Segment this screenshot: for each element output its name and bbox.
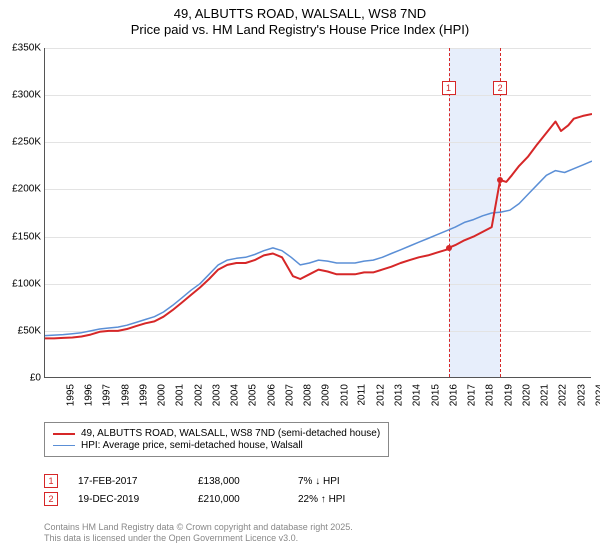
sale-point bbox=[446, 245, 452, 251]
annotation-delta: 22% ↑ HPI bbox=[298, 494, 398, 505]
x-tick-label: 2020 bbox=[521, 384, 532, 406]
footer-attribution: Contains HM Land Registry data © Crown c… bbox=[44, 522, 353, 545]
legend-item: HPI: Average price, semi-detached house,… bbox=[53, 440, 380, 451]
x-tick-label: 2002 bbox=[193, 384, 204, 406]
title-line2: Price paid vs. HM Land Registry's House … bbox=[0, 22, 600, 37]
x-tick-label: 2013 bbox=[393, 384, 404, 406]
annotation-marker: 1 bbox=[44, 474, 58, 488]
annotation-price: £138,000 bbox=[198, 476, 278, 487]
y-tick-label: £50K bbox=[1, 325, 41, 336]
y-tick-label: £100K bbox=[1, 278, 41, 289]
x-tick-label: 2016 bbox=[448, 384, 459, 406]
x-tick-label: 2017 bbox=[466, 384, 477, 406]
x-tick-label: 2022 bbox=[558, 384, 569, 406]
y-tick-label: £200K bbox=[1, 184, 41, 195]
y-tick-label: £0 bbox=[1, 373, 41, 384]
plot-region: £0£50K£100K£150K£200K£250K£300K£350K1219… bbox=[44, 48, 591, 378]
annotation-marker: 2 bbox=[44, 492, 58, 506]
x-tick-label: 2007 bbox=[284, 384, 295, 406]
x-tick-label: 2018 bbox=[485, 384, 496, 406]
x-tick-label: 1996 bbox=[83, 384, 94, 406]
x-tick-label: 2014 bbox=[412, 384, 423, 406]
series-svg bbox=[45, 48, 592, 378]
x-tick-label: 2023 bbox=[576, 384, 587, 406]
footer-line2: This data is licensed under the Open Gov… bbox=[44, 533, 353, 544]
annotation-date: 17-FEB-2017 bbox=[78, 476, 178, 487]
x-tick-label: 2024 bbox=[594, 384, 600, 406]
x-tick-label: 2001 bbox=[175, 384, 186, 406]
title-block: 49, ALBUTTS ROAD, WALSALL, WS8 7ND Price… bbox=[0, 0, 600, 37]
x-tick-label: 1999 bbox=[138, 384, 149, 406]
legend-label: HPI: Average price, semi-detached house,… bbox=[81, 440, 303, 451]
annotation-row: 1 17-FEB-2017 £138,000 7% ↓ HPI bbox=[44, 474, 398, 488]
annotation-row: 2 19-DEC-2019 £210,000 22% ↑ HPI bbox=[44, 492, 398, 506]
legend: 49, ALBUTTS ROAD, WALSALL, WS8 7ND (semi… bbox=[44, 422, 389, 457]
x-tick-label: 2006 bbox=[266, 384, 277, 406]
x-tick-label: 2004 bbox=[229, 384, 240, 406]
x-tick-label: 2010 bbox=[339, 384, 350, 406]
title-line1: 49, ALBUTTS ROAD, WALSALL, WS8 7ND bbox=[0, 6, 600, 21]
x-tick-label: 2005 bbox=[248, 384, 259, 406]
legend-item: 49, ALBUTTS ROAD, WALSALL, WS8 7ND (semi… bbox=[53, 428, 380, 439]
x-tick-label: 1995 bbox=[65, 384, 76, 406]
annotation-date: 19-DEC-2019 bbox=[78, 494, 178, 505]
series-hpi bbox=[45, 161, 592, 336]
y-tick-label: £300K bbox=[1, 90, 41, 101]
footer-line1: Contains HM Land Registry data © Crown c… bbox=[44, 522, 353, 533]
x-tick-label: 2012 bbox=[375, 384, 386, 406]
x-tick-label: 1997 bbox=[102, 384, 113, 406]
x-tick-label: 2009 bbox=[321, 384, 332, 406]
x-tick-label: 2015 bbox=[430, 384, 441, 406]
chart-container: 49, ALBUTTS ROAD, WALSALL, WS8 7ND Price… bbox=[0, 0, 600, 560]
y-tick-label: £150K bbox=[1, 231, 41, 242]
x-tick-label: 2021 bbox=[539, 384, 550, 406]
x-tick-label: 1998 bbox=[120, 384, 131, 406]
y-tick-label: £250K bbox=[1, 137, 41, 148]
sale-point bbox=[497, 177, 503, 183]
legend-label: 49, ALBUTTS ROAD, WALSALL, WS8 7ND (semi… bbox=[81, 428, 380, 439]
x-tick-label: 2000 bbox=[156, 384, 167, 406]
legend-swatch bbox=[53, 433, 75, 435]
x-tick-label: 2011 bbox=[356, 384, 367, 406]
x-tick-label: 2003 bbox=[211, 384, 222, 406]
x-tick-label: 2008 bbox=[302, 384, 313, 406]
annotation-price: £210,000 bbox=[198, 494, 278, 505]
annotation-table: 1 17-FEB-2017 £138,000 7% ↓ HPI 2 19-DEC-2019… bbox=[44, 470, 398, 510]
annotation-delta: 7% ↓ HPI bbox=[298, 476, 398, 487]
legend-swatch bbox=[53, 445, 75, 446]
series-price_paid bbox=[45, 114, 592, 338]
x-tick-label: 2019 bbox=[503, 384, 514, 406]
chart-area: £0£50K£100K£150K£200K£250K£300K£350K1219… bbox=[44, 48, 591, 378]
y-tick-label: £350K bbox=[1, 43, 41, 54]
